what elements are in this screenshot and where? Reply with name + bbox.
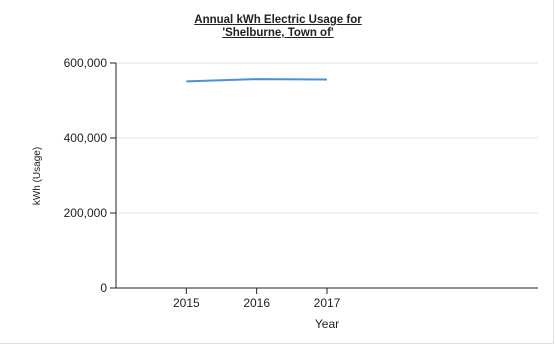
series-line [186,78,328,83]
y-tick-label: 200,000 [64,206,108,220]
y-tick-label: 0 [100,281,107,295]
x-tick-label: 2016 [243,296,270,310]
y-axis-label: kWh (Usage) [32,147,43,205]
y-tick-label: 600,000 [64,56,108,70]
x-axis-label: Year [315,317,339,331]
x-tick-label: 2017 [314,296,341,310]
chart-title-line2: 'Shelburne, Town of' [222,27,334,39]
chart-title-line1: Annual kWh Electric Usage for [194,14,362,26]
x-tick-label: 2015 [173,296,200,310]
y-tick-label: 400,000 [64,131,108,145]
